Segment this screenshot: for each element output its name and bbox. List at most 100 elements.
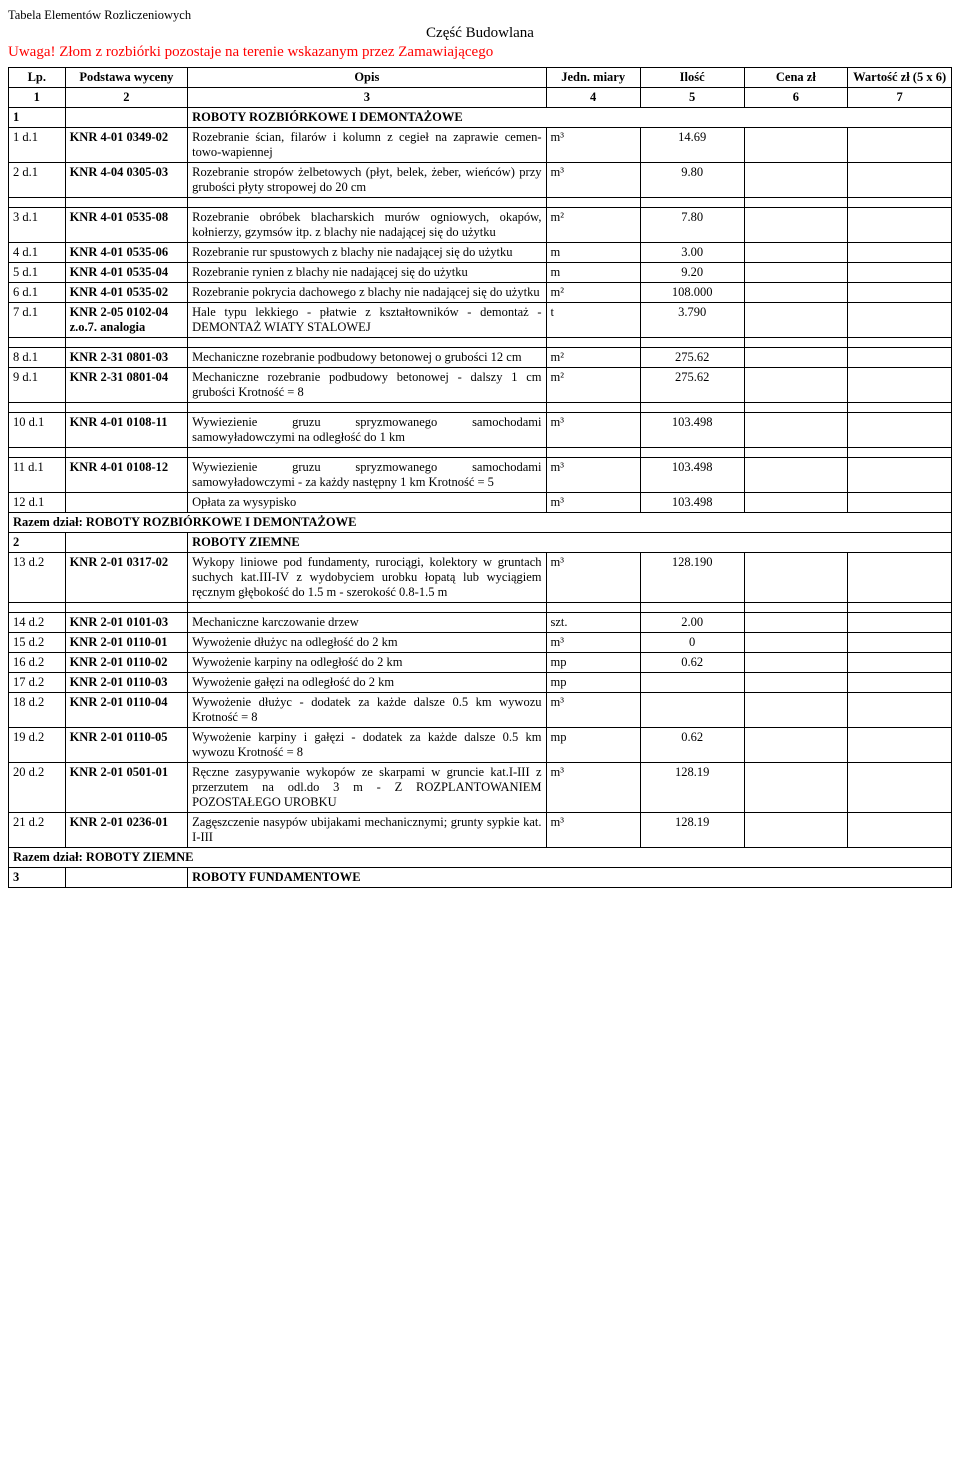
cell-pw: KNR 2-01 0110-05 xyxy=(65,728,188,763)
cell-pw: KNR 4-01 0108-12 xyxy=(65,458,188,493)
cell-jm: m³ xyxy=(546,413,640,448)
cell-wartosc xyxy=(848,368,952,403)
cell-jm: m² xyxy=(546,208,640,243)
section-num: 1 xyxy=(9,108,66,128)
cell-jm: m³ xyxy=(546,128,640,163)
document-title: Tabela Elementów Rozliczeniowych xyxy=(8,8,952,23)
cell-op: Zagęszczenie nasypów ubijakami mechanicz… xyxy=(188,813,546,848)
cell-op: Rozebranie obróbek blacharskich murów og… xyxy=(188,208,546,243)
cell-lp: 19 d.2 xyxy=(9,728,66,763)
gap-row xyxy=(9,448,952,458)
cell-jm: m³ xyxy=(546,813,640,848)
table-row: 1 d.1 KNR 4-01 0349-02 Rozebranie ścian,… xyxy=(9,128,952,163)
cell-jm: t xyxy=(546,303,640,338)
cell-jm: m xyxy=(546,263,640,283)
cell-cena xyxy=(744,493,848,513)
cell-jm: m³ xyxy=(546,763,640,813)
cell-jm: m³ xyxy=(546,458,640,493)
cell-pw: KNR 4-01 0349-02 xyxy=(65,128,188,163)
cell-cena xyxy=(744,348,848,368)
table-row: 14 d.2 KNR 2-01 0101-03 Mechaniczne karc… xyxy=(9,613,952,633)
colnum-3: 3 xyxy=(188,88,546,108)
section-pw xyxy=(65,868,188,888)
cell-pw: KNR 2-31 0801-04 xyxy=(65,368,188,403)
cell-pw: KNR 2-01 0110-03 xyxy=(65,673,188,693)
cell-il: 3.00 xyxy=(640,243,744,263)
table-header-row: Lp. Podstawa wyceny Opis Jedn. miary Ilo… xyxy=(9,68,952,88)
cell-lp: 8 d.1 xyxy=(9,348,66,368)
colnum-7: 7 xyxy=(848,88,952,108)
section-num: 2 xyxy=(9,533,66,553)
section-title-cell: ROBOTY ROZBIÓRKOWE I DEMONTAŻOWE xyxy=(188,108,952,128)
gap-row xyxy=(9,603,952,613)
cell-wartosc xyxy=(848,458,952,493)
cell-op: Mechaniczne karczowanie drzew xyxy=(188,613,546,633)
cell-op: Hale typu lekkiego - płatwie z kształtow… xyxy=(188,303,546,338)
cell-il: 14.69 xyxy=(640,128,744,163)
cell-il: 103.498 xyxy=(640,458,744,493)
cell-pw: KNR 2-01 0501-01 xyxy=(65,763,188,813)
cell-pw: KNR 4-01 0108-11 xyxy=(65,413,188,448)
cell-op: Rozebranie stropów żelbetowych (płyt, be… xyxy=(188,163,546,198)
cell-wartosc xyxy=(848,633,952,653)
cell-pw: KNR 4-01 0535-08 xyxy=(65,208,188,243)
header-jedn: Jedn. miary xyxy=(546,68,640,88)
cell-pw: KNR 4-01 0535-06 xyxy=(65,243,188,263)
warning-text: Uwaga! Złom z rozbiórki pozostaje na ter… xyxy=(8,44,952,61)
cell-wartosc xyxy=(848,493,952,513)
section-title-cell: ROBOTY ZIEMNE xyxy=(188,533,952,553)
table-row: 6 d.1 KNR 4-01 0535-02 Rozebranie pokryc… xyxy=(9,283,952,303)
cell-cena xyxy=(744,633,848,653)
cell-op: Mechaniczne rozebranie podbudowy betonow… xyxy=(188,368,546,403)
cell-wartosc xyxy=(848,673,952,693)
cell-wartosc xyxy=(848,763,952,813)
cell-pw: KNR 2-01 0236-01 xyxy=(65,813,188,848)
gap-row xyxy=(9,338,952,348)
cell-il: 0.62 xyxy=(640,653,744,673)
table-row: 16 d.2 KNR 2-01 0110-02 Wywożenie karpin… xyxy=(9,653,952,673)
cell-cena xyxy=(744,763,848,813)
table-row: 12 d.1 Opłata za wysypisko m³ 103.498 xyxy=(9,493,952,513)
table-row: 7 d.1 KNR 2-05 0102-04 z.o.7. analogia H… xyxy=(9,303,952,338)
cell-il: 0 xyxy=(640,633,744,653)
cell-wartosc xyxy=(848,413,952,448)
cell-jm: m² xyxy=(546,368,640,403)
cell-wartosc xyxy=(848,303,952,338)
cell-lp: 17 d.2 xyxy=(9,673,66,693)
cell-cena xyxy=(744,653,848,673)
cell-il: 275.62 xyxy=(640,348,744,368)
cell-op: Rozebranie ścian, filarów i kolumn z ceg… xyxy=(188,128,546,163)
cell-wartosc xyxy=(848,613,952,633)
cell-op: Opłata za wysypisko xyxy=(188,493,546,513)
cell-il xyxy=(640,693,744,728)
cell-wartosc xyxy=(848,693,952,728)
colnum-2: 2 xyxy=(65,88,188,108)
cell-op: Wywożenie dłużyc na odległość do 2 km xyxy=(188,633,546,653)
cell-lp: 12 d.1 xyxy=(9,493,66,513)
cell-lp: 6 d.1 xyxy=(9,283,66,303)
gap-row xyxy=(9,403,952,413)
razem-text: Razem dział: ROBOTY ROZBIÓRKOWE I DEMONT… xyxy=(9,513,952,533)
section-pw xyxy=(65,533,188,553)
cell-il xyxy=(640,673,744,693)
cell-cena xyxy=(744,413,848,448)
cell-op: Ręczne zasypywanie wykopów ze skarpami w… xyxy=(188,763,546,813)
header-opis: Opis xyxy=(188,68,546,88)
cell-op: Wywożenie karpiny na odległość do 2 km xyxy=(188,653,546,673)
table-row: 20 d.2 KNR 2-01 0501-01 Ręczne zasypywan… xyxy=(9,763,952,813)
cell-wartosc xyxy=(848,553,952,603)
cell-jm: m³ xyxy=(546,693,640,728)
cell-op: Mechaniczne rozebranie podbudowy betonow… xyxy=(188,348,546,368)
cell-wartosc xyxy=(848,283,952,303)
cell-wartosc xyxy=(848,263,952,283)
cell-cena xyxy=(744,128,848,163)
cell-cena xyxy=(744,243,848,263)
cell-jm: m² xyxy=(546,283,640,303)
cell-jm: m xyxy=(546,243,640,263)
section-title-cell: ROBOTY FUNDAMENTOWE xyxy=(188,868,952,888)
table-row: 8 d.1 KNR 2-31 0801-03 Mechaniczne rozeb… xyxy=(9,348,952,368)
cell-pw: KNR 4-01 0535-04 xyxy=(65,263,188,283)
cell-il: 103.498 xyxy=(640,413,744,448)
cell-pw: KNR 2-01 0110-01 xyxy=(65,633,188,653)
cell-il: 9.20 xyxy=(640,263,744,283)
